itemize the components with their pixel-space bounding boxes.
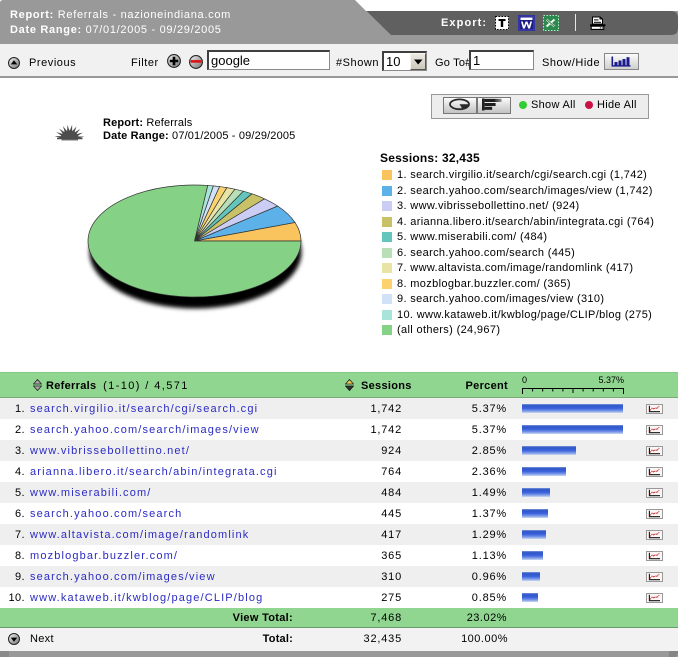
svg-text:0: 0 [522, 375, 527, 385]
svg-text:5.37%: 5.37% [598, 375, 624, 385]
